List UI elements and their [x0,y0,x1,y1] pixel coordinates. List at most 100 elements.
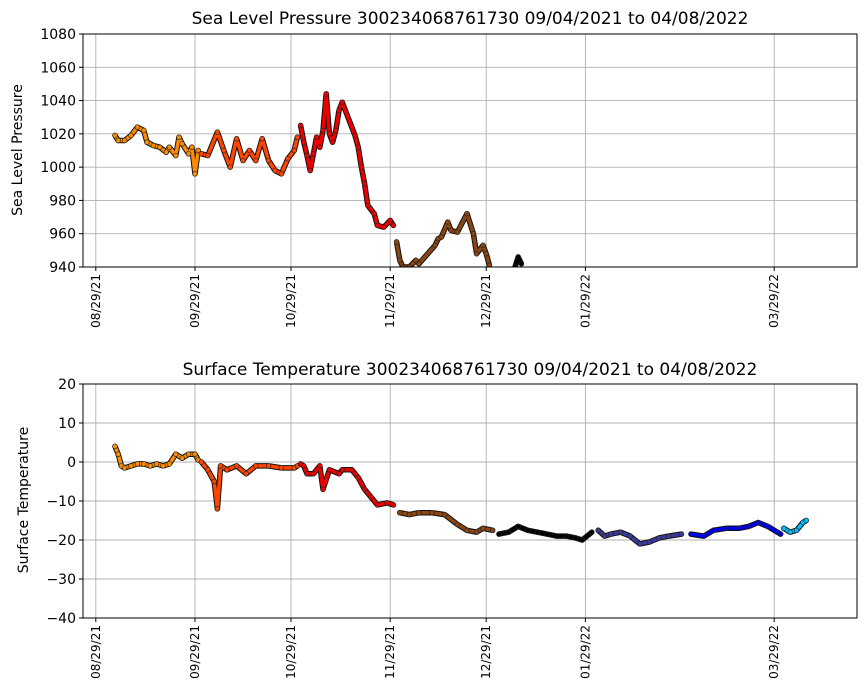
data-point [544,531,550,537]
data-point [361,486,368,492]
data-point [589,529,595,535]
data-point [349,467,355,473]
data-point [134,461,141,467]
data-point [214,129,221,135]
pressure-chart: Sea Level Pressure 300234068761730 09/04… [10,9,858,328]
y-axis-label: Sea Level Pressure [10,84,26,216]
x-tick-label: 01/29/22 [578,274,592,328]
data-point [355,474,361,481]
data-point [185,451,192,457]
data-point [627,533,633,539]
data-point [121,137,128,144]
y-tick-label: 980 [49,193,76,209]
data-point [406,511,413,518]
data-point [198,459,205,465]
data-point [320,127,326,134]
data-point [515,523,521,530]
data-point [368,494,374,500]
data-point [579,537,585,543]
data-point [173,451,179,457]
data-point [259,136,265,142]
y-tick-label: 940 [49,260,76,276]
data-point [160,463,166,469]
series-line [596,528,684,546]
x-tick-label: 03/29/22 [767,625,781,679]
data-point [150,142,157,149]
data-point [221,147,227,154]
data-point [678,531,685,537]
data-point [480,525,486,531]
y-tick-label: 960 [49,227,76,243]
data-point [710,527,717,533]
x-tick-label: 08/29/21 [89,625,103,679]
data-point [406,264,413,267]
x-tick-label: 03/29/22 [767,274,781,328]
data-point [317,463,323,469]
data-point [253,157,259,164]
data-point [253,463,259,469]
data-point [317,144,323,150]
data-point [163,149,169,155]
data-point [432,242,438,249]
data-point [445,219,451,225]
data-point [608,531,614,537]
data-point [297,122,304,129]
data-point [755,519,761,526]
data-point [358,164,365,170]
data-point [489,527,496,533]
data-point [441,511,448,518]
data-point [157,144,163,150]
data-point [553,533,560,539]
x-tick-label: 09/29/21 [188,625,202,679]
data-point [361,181,368,187]
data-point [646,539,653,545]
data-point [336,107,342,114]
data-point [352,132,358,139]
data-point [233,136,240,142]
data-point [464,527,470,533]
plot-frame [82,33,858,268]
data-point [470,231,477,237]
x-tick-label: 10/29/21 [284,625,298,679]
data-point [416,261,422,267]
data-point [416,510,422,516]
data-point [454,521,461,528]
x-tick-label: 12/29/21 [479,625,493,679]
data-point [777,531,784,537]
data-point [205,467,211,473]
x-tick-label: 01/29/22 [578,625,592,679]
data-point [214,506,221,512]
data-point [518,261,525,267]
data-point [227,164,233,170]
data-point [112,443,118,450]
data-point [515,254,521,260]
data-point [374,502,381,508]
data-point [525,527,531,533]
data-point [323,91,329,97]
data-point [601,533,608,539]
data-point [339,99,345,105]
data-point [336,471,342,477]
data-point [272,167,278,174]
x-tick-label: 08/29/21 [89,274,103,328]
y-tick-label: 0 [67,455,76,471]
data-point [166,144,173,150]
data-point [464,211,470,217]
data-point [701,533,707,539]
data-point [745,523,752,530]
data-point [141,127,147,134]
data-point [390,502,397,508]
data-point [371,211,377,217]
data-point [240,157,246,164]
data-point [291,147,297,154]
data-point [438,234,445,240]
y-tick-label: −40 [46,611,76,627]
series-line [298,462,396,507]
temperature-chart: Surface Temperature 300234068761730 09/0… [16,360,858,679]
data-point [301,463,307,469]
y-tick-label: 1000 [40,160,76,176]
data-point [803,517,809,524]
y-tick-label: 10 [58,416,76,432]
data-point [595,527,601,533]
